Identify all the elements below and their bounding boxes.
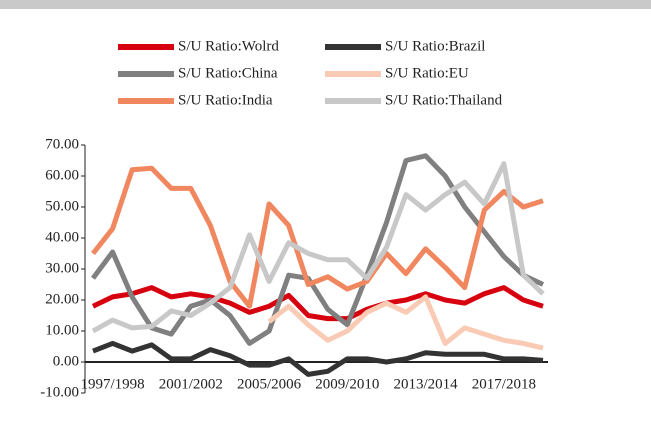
legend-label: S/U Ratio:Brazil bbox=[385, 38, 485, 54]
x-tick-label: 2005/2006 bbox=[237, 376, 302, 392]
y-tick-label: 40.00 bbox=[45, 229, 79, 245]
y-tick-label: 20.00 bbox=[45, 291, 79, 307]
legend-label: S/U Ratio:EU bbox=[385, 65, 469, 81]
series-line bbox=[91, 285, 544, 322]
y-tick-label: -10.00 bbox=[40, 384, 79, 400]
y-tick-label: 70.00 bbox=[45, 136, 79, 152]
series-line bbox=[91, 161, 545, 334]
series-line bbox=[91, 165, 544, 309]
series-line bbox=[90, 153, 545, 346]
x-tick-label: 2001/2002 bbox=[159, 376, 223, 392]
y-tick-label: 50.00 bbox=[45, 198, 79, 214]
y-tick-label: 10.00 bbox=[45, 322, 79, 338]
series-line bbox=[92, 340, 544, 377]
legend-label: S/U Ratio:China bbox=[178, 65, 278, 81]
series-line bbox=[267, 294, 544, 351]
y-tick-label: 0.00 bbox=[53, 353, 79, 369]
y-tick-label: 30.00 bbox=[45, 260, 79, 276]
legend-label: S/U Ratio:Wolrd bbox=[178, 38, 279, 54]
top-bar bbox=[0, 0, 651, 9]
x-tick-label: 2009/2010 bbox=[315, 376, 379, 392]
legend-label: S/U Ratio:India bbox=[178, 92, 273, 108]
y-tick-label: 60.00 bbox=[45, 167, 79, 183]
x-tick-label: 2017/2018 bbox=[472, 376, 536, 392]
x-tick-label: 2013/2014 bbox=[394, 376, 459, 392]
x-tick-label: 1997/1998 bbox=[80, 376, 144, 392]
legend-label: S/U Ratio:Thailand bbox=[385, 92, 503, 108]
